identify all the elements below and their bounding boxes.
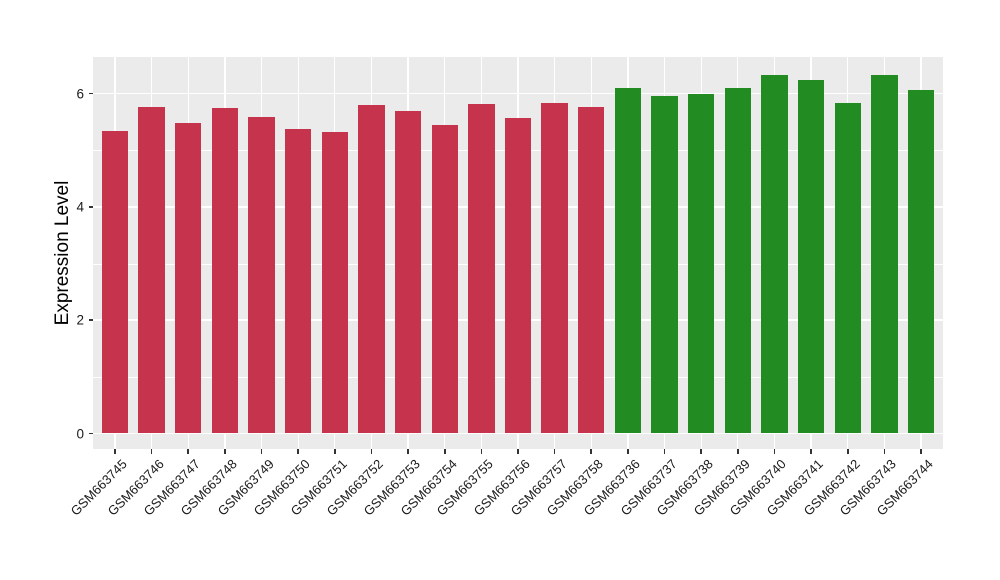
- bar-GSM663751: [321, 132, 348, 434]
- bar-GSM663749: [248, 117, 275, 434]
- bar-GSM663756: [504, 118, 532, 434]
- bar-GSM663747: [175, 122, 202, 434]
- x-tick-GSM663754: [443, 449, 446, 454]
- x-tick-GSM663752: [370, 449, 373, 454]
- x-tick-GSM663738: [700, 449, 702, 454]
- bar-GSM663736: [614, 88, 642, 434]
- x-tick-GSM663744: [920, 449, 922, 454]
- y-tick-2: [88, 319, 93, 321]
- x-tick-GSM663755: [480, 449, 483, 454]
- bar-GSM663745: [101, 130, 129, 434]
- bar-GSM663740: [761, 74, 788, 434]
- y-tick-4: [88, 206, 93, 208]
- bar-GSM663752: [358, 104, 385, 434]
- bar-GSM663758: [578, 107, 605, 434]
- x-tick-GSM663736: [627, 449, 629, 454]
- x-tick-GSM663749: [260, 449, 263, 454]
- y-axis-title: Expression Level: [52, 180, 73, 326]
- x-tick-GSM663753: [407, 449, 409, 454]
- y-tick-0: [88, 432, 93, 435]
- bar-GSM663746: [138, 107, 165, 434]
- bar-GSM663738: [688, 93, 715, 434]
- gridline-major-y6: [93, 92, 943, 95]
- y-tick-label-0: 0: [76, 425, 84, 441]
- x-tick-GSM663743: [883, 449, 886, 454]
- y-tick-label-6: 6: [76, 85, 84, 101]
- x-tick-GSM663756: [517, 449, 519, 454]
- x-tick-GSM663740: [773, 449, 776, 454]
- bar-GSM663750: [284, 129, 312, 434]
- x-tick-GSM663748: [224, 449, 226, 454]
- x-tick-GSM663751: [334, 449, 336, 454]
- y-tick-label-2: 2: [76, 312, 84, 328]
- y-tick-6: [88, 92, 93, 95]
- bar-GSM663757: [541, 103, 568, 434]
- bar-GSM663737: [651, 96, 678, 434]
- y-tick-label-4: 4: [76, 199, 84, 215]
- bar-GSM663753: [394, 110, 422, 434]
- bar-GSM663743: [871, 74, 898, 434]
- gridline-major-y0: [93, 432, 943, 435]
- x-tick-GSM663747: [187, 449, 190, 454]
- bar-GSM663754: [431, 125, 458, 434]
- bar-GSM663744: [907, 90, 935, 434]
- bar-GSM663755: [468, 104, 495, 434]
- x-tick-GSM663739: [737, 449, 739, 454]
- plot-panel: [93, 57, 943, 449]
- bar-GSM663739: [724, 87, 751, 434]
- bar-GSM663741: [797, 79, 825, 434]
- x-tick-GSM663758: [590, 449, 593, 454]
- bar-GSM663742: [834, 102, 861, 434]
- x-tick-GSM663750: [297, 449, 299, 454]
- x-tick-GSM663741: [810, 449, 812, 454]
- x-tick-GSM663742: [846, 449, 849, 454]
- x-tick-GSM663757: [553, 449, 556, 454]
- bar-GSM663748: [211, 107, 239, 434]
- x-tick-GSM663746: [150, 449, 153, 454]
- x-tick-GSM663737: [663, 449, 666, 454]
- x-tick-GSM663745: [114, 449, 116, 454]
